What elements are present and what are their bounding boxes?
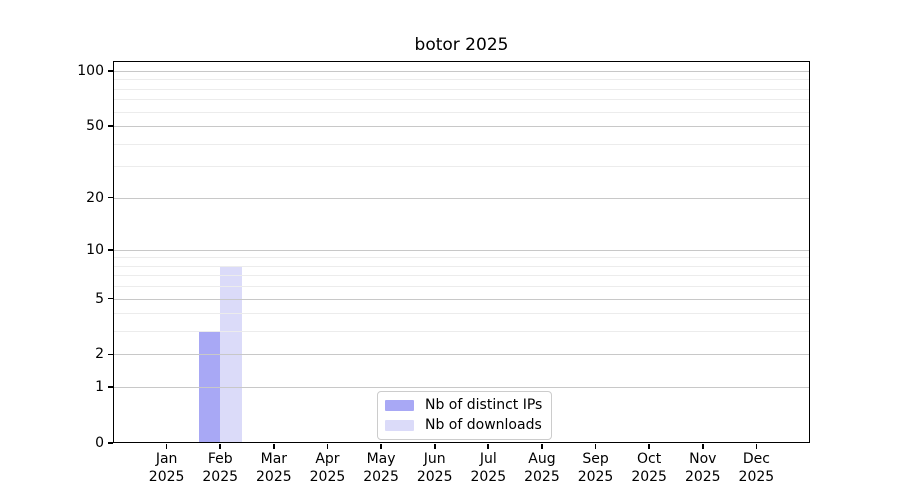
x-tick-year: 2025 bbox=[363, 468, 399, 485]
x-tick-label: Apr 2025 bbox=[287, 451, 367, 486]
y-gridline-minor bbox=[113, 99, 810, 101]
x-tick bbox=[380, 444, 382, 449]
y-gridline-minor bbox=[113, 88, 810, 90]
y-gridline-minor bbox=[113, 79, 810, 81]
y-gridline-major bbox=[113, 197, 810, 199]
y-tick-label: 0 bbox=[95, 435, 104, 451]
y-tick bbox=[108, 442, 113, 444]
x-tick-year: 2025 bbox=[524, 468, 560, 485]
y-tick bbox=[108, 248, 113, 251]
x-tick-month: Jul bbox=[479, 451, 497, 467]
y-tick bbox=[108, 297, 113, 300]
y-gridline-minor bbox=[113, 275, 810, 277]
bar-distinct-ips bbox=[198, 331, 221, 443]
x-tick bbox=[165, 444, 168, 449]
y-gridline-major bbox=[113, 298, 810, 300]
y-tick bbox=[108, 353, 113, 356]
y-gridline-minor bbox=[113, 166, 810, 168]
x-tick-label: Nov 2025 bbox=[663, 451, 743, 486]
legend-swatch bbox=[385, 399, 414, 411]
legend-item-label: Nb of distinct IPs bbox=[425, 397, 543, 413]
chart-title: botor 2025 bbox=[414, 35, 509, 55]
x-tick bbox=[487, 444, 490, 449]
x-tick-year: 2025 bbox=[577, 468, 614, 485]
x-tick-year: 2025 bbox=[738, 468, 775, 485]
y-gridline-minor bbox=[113, 313, 810, 315]
x-tick-month: Aug bbox=[528, 451, 556, 467]
x-tick-year: 2025 bbox=[470, 468, 507, 485]
x-tick-year: 2025 bbox=[416, 468, 453, 485]
y-tick-label: 2 bbox=[95, 346, 104, 363]
x-tick-label: Jan 2025 bbox=[127, 451, 207, 486]
x-tick-year: 2025 bbox=[148, 468, 185, 485]
y-tick bbox=[108, 386, 113, 388]
legend-swatch bbox=[385, 419, 414, 431]
x-tick bbox=[326, 444, 329, 449]
x-tick bbox=[433, 444, 436, 449]
x-tick-label: May 2025 bbox=[341, 451, 421, 486]
legend-item-label: Nb of downloads bbox=[425, 417, 542, 433]
y-gridline-major bbox=[113, 71, 810, 72]
x-tick bbox=[219, 444, 222, 449]
y-tick bbox=[108, 125, 113, 127]
x-tick-label: Oct 2025 bbox=[609, 451, 689, 486]
y-gridline-major bbox=[113, 126, 810, 128]
x-tick-year: 2025 bbox=[309, 468, 346, 485]
y-tick-label: 50 bbox=[86, 118, 104, 135]
x-tick-month: Apr bbox=[315, 451, 340, 467]
x-tick-year: 2025 bbox=[631, 468, 667, 485]
x-tick-month: Sep bbox=[582, 451, 609, 467]
y-gridline-minor bbox=[113, 286, 810, 288]
plot-area bbox=[113, 61, 810, 443]
x-tick-year: 2025 bbox=[684, 468, 721, 485]
legend-item: Nb of downloads bbox=[385, 417, 542, 433]
y-tick-label: 20 bbox=[86, 189, 104, 206]
x-tick bbox=[755, 444, 758, 449]
x-tick bbox=[701, 444, 704, 449]
y-gridline-major bbox=[113, 354, 810, 356]
x-tick-month: Nov bbox=[689, 451, 717, 467]
x-tick-month: Jan bbox=[155, 451, 178, 467]
y-tick-label: 5 bbox=[95, 290, 104, 307]
legend-item: Nb of distinct IPs bbox=[385, 397, 542, 413]
x-tick bbox=[272, 444, 275, 449]
y-gridline-minor bbox=[113, 265, 810, 267]
x-tick-month: Feb bbox=[207, 451, 233, 467]
x-tick-year: 2025 bbox=[256, 468, 292, 485]
y-gridline-minor bbox=[113, 111, 810, 113]
x-tick-month: Mar bbox=[260, 451, 288, 467]
y-tick-label: 1 bbox=[95, 379, 104, 396]
legend: Nb of distinct IPs Nb of downloads bbox=[377, 391, 553, 440]
y-gridline-major bbox=[113, 387, 810, 389]
x-tick bbox=[648, 444, 650, 449]
y-tick bbox=[108, 196, 113, 199]
x-tick bbox=[594, 444, 597, 449]
y-gridline-minor bbox=[113, 331, 810, 333]
x-tick-label: Feb 2025 bbox=[180, 451, 260, 486]
x-tick-label: Jun 2025 bbox=[395, 451, 475, 486]
x-tick-month: May bbox=[366, 451, 396, 467]
y-gridline-minor bbox=[113, 257, 810, 259]
x-tick-label: Aug 2025 bbox=[502, 451, 582, 486]
y-tick bbox=[108, 70, 113, 72]
x-tick-label: Dec 2025 bbox=[716, 451, 796, 486]
y-tick-label: 10 bbox=[86, 241, 104, 258]
x-tick-month: Dec bbox=[742, 451, 770, 467]
x-tick bbox=[541, 444, 543, 449]
x-tick-label: Mar 2025 bbox=[234, 451, 314, 486]
x-tick-label: Sep 2025 bbox=[556, 451, 636, 486]
x-tick-month: Oct bbox=[637, 451, 662, 467]
x-tick-month: Jun bbox=[423, 451, 446, 467]
x-tick-year: 2025 bbox=[202, 468, 239, 485]
y-tick-label: 100 bbox=[77, 63, 104, 79]
y-gridline-major bbox=[113, 249, 810, 251]
x-tick-label: Jul 2025 bbox=[448, 451, 528, 486]
y-gridline-minor bbox=[113, 143, 810, 145]
